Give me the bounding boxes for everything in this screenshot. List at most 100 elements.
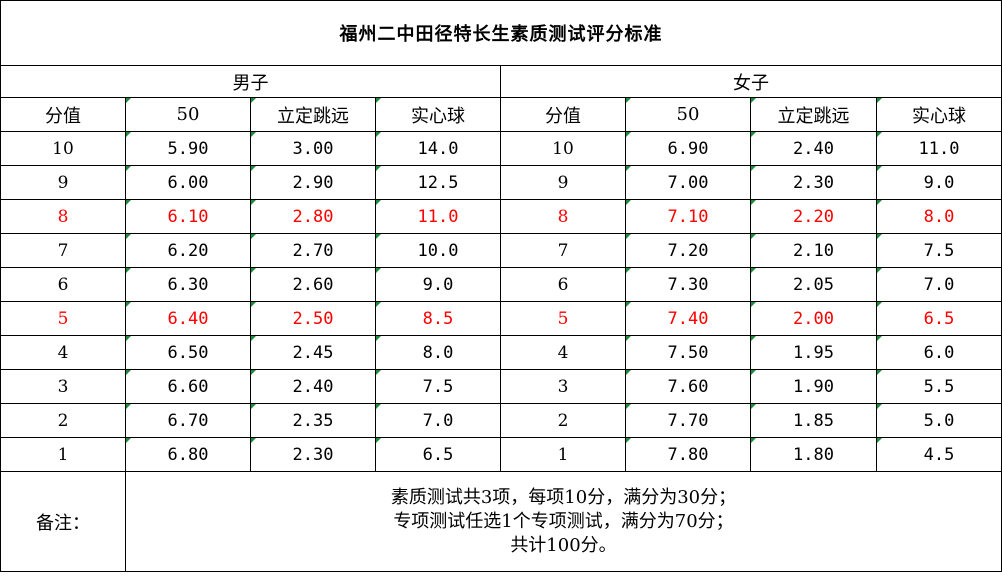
male-ball-header[interactable]: 实心球 bbox=[375, 97, 501, 132]
female-ball-cell[interactable]: 6.0 bbox=[876, 335, 1002, 370]
male-ball-cell[interactable]: 7.0 bbox=[375, 403, 501, 438]
male-50m-cell[interactable]: 5.90 bbox=[125, 131, 251, 166]
male-50m-cell[interactable]: 6.10 bbox=[125, 199, 251, 234]
female-50m-cell[interactable]: 7.70 bbox=[625, 403, 751, 438]
female-score-cell[interactable]: 10 bbox=[500, 131, 626, 166]
male-score-cell[interactable]: 3 bbox=[0, 369, 126, 404]
male-ball-cell[interactable]: 8.5 bbox=[375, 301, 501, 336]
male-ball-cell[interactable]: 11.0 bbox=[375, 199, 501, 234]
male-ball-cell[interactable]: 14.0 bbox=[375, 131, 501, 166]
female-score-header[interactable]: 分值 bbox=[500, 97, 626, 132]
female-50m-cell[interactable]: 7.50 bbox=[625, 335, 751, 370]
female-ball-cell[interactable]: 5.0 bbox=[876, 403, 1002, 438]
male-score-cell[interactable]: 5 bbox=[0, 301, 126, 336]
female-jump-cell[interactable]: 2.00 bbox=[750, 301, 877, 336]
male-group-header[interactable]: 男子 bbox=[0, 65, 501, 98]
female-50m-cell[interactable]: 7.40 bbox=[625, 301, 751, 336]
female-jump-cell[interactable]: 1.80 bbox=[750, 437, 877, 472]
male-ball-cell[interactable]: 8.0 bbox=[375, 335, 501, 370]
male-jump-cell[interactable]: 2.80 bbox=[250, 199, 376, 234]
male-jump-cell[interactable]: 2.45 bbox=[250, 335, 376, 370]
female-ball-cell[interactable]: 9.0 bbox=[876, 165, 1002, 200]
table-row: 8 6.10 2.80 11.0 8 7.10 2.20 8.0 bbox=[0, 199, 1002, 234]
female-50m-cell[interactable]: 7.20 bbox=[625, 233, 751, 268]
female-score-cell[interactable]: 9 bbox=[500, 165, 626, 200]
male-jump-cell[interactable]: 2.40 bbox=[250, 369, 376, 404]
female-ball-cell[interactable]: 8.0 bbox=[876, 199, 1002, 234]
female-50m-cell[interactable]: 7.10 bbox=[625, 199, 751, 234]
female-ball-cell[interactable]: 11.0 bbox=[876, 131, 1002, 166]
table-row: 4 6.50 2.45 8.0 4 7.50 1.95 6.0 bbox=[0, 335, 1002, 370]
female-50m-cell[interactable]: 7.00 bbox=[625, 165, 751, 200]
male-ball-cell[interactable]: 10.0 bbox=[375, 233, 501, 268]
male-50m-cell[interactable]: 6.70 bbox=[125, 403, 251, 438]
female-score-cell[interactable]: 7 bbox=[500, 233, 626, 268]
male-jump-cell[interactable]: 2.70 bbox=[250, 233, 376, 268]
male-50m-cell[interactable]: 6.60 bbox=[125, 369, 251, 404]
male-score-cell[interactable]: 7 bbox=[0, 233, 126, 268]
female-ball-cell[interactable]: 6.5 bbox=[876, 301, 1002, 336]
female-score-cell[interactable]: 5 bbox=[500, 301, 626, 336]
male-score-cell[interactable]: 6 bbox=[0, 267, 126, 302]
male-score-cell[interactable]: 8 bbox=[0, 199, 126, 234]
male-ball-cell[interactable]: 12.5 bbox=[375, 165, 501, 200]
male-jump-cell[interactable]: 2.60 bbox=[250, 267, 376, 302]
male-jump-cell[interactable]: 2.30 bbox=[250, 437, 376, 472]
table-row: 6 6.30 2.60 9.0 6 7.30 2.05 7.0 bbox=[0, 267, 1002, 302]
sheet-title[interactable]: 福州二中田径特长生素质测试评分标准 bbox=[0, 0, 1002, 66]
note-line: 专项测试任选1个专项测试，满分为70分； bbox=[393, 510, 734, 532]
table-row: 9 6.00 2.90 12.5 9 7.00 2.30 9.0 bbox=[0, 165, 1002, 200]
male-score-cell[interactable]: 9 bbox=[0, 165, 126, 200]
male-50m-cell[interactable]: 6.20 bbox=[125, 233, 251, 268]
male-50m-cell[interactable]: 6.30 bbox=[125, 267, 251, 302]
female-score-cell[interactable]: 6 bbox=[500, 267, 626, 302]
female-jump-cell[interactable]: 1.85 bbox=[750, 403, 877, 438]
note-label[interactable]: 备注： bbox=[0, 471, 126, 572]
male-50m-header[interactable]: 50 bbox=[125, 97, 251, 132]
male-jump-cell[interactable]: 3.00 bbox=[250, 131, 376, 166]
male-50m-cell[interactable]: 6.00 bbox=[125, 165, 251, 200]
female-jump-cell[interactable]: 2.40 bbox=[750, 131, 877, 166]
male-ball-cell[interactable]: 6.5 bbox=[375, 437, 501, 472]
female-jump-cell[interactable]: 2.20 bbox=[750, 199, 877, 234]
male-jump-cell[interactable]: 2.35 bbox=[250, 403, 376, 438]
female-ball-cell[interactable]: 7.5 bbox=[876, 233, 1002, 268]
male-score-cell[interactable]: 2 bbox=[0, 403, 126, 438]
male-50m-cell[interactable]: 6.40 bbox=[125, 301, 251, 336]
male-jump-cell[interactable]: 2.50 bbox=[250, 301, 376, 336]
male-score-cell[interactable]: 10 bbox=[0, 131, 126, 166]
male-jump-cell[interactable]: 2.90 bbox=[250, 165, 376, 200]
female-ball-cell[interactable]: 4.5 bbox=[876, 437, 1002, 472]
female-jump-cell[interactable]: 2.30 bbox=[750, 165, 877, 200]
male-score-cell[interactable]: 1 bbox=[0, 437, 126, 472]
female-jump-header[interactable]: 立定跳远 bbox=[750, 97, 877, 132]
female-score-cell[interactable]: 8 bbox=[500, 199, 626, 234]
female-50m-cell[interactable]: 6.90 bbox=[625, 131, 751, 166]
female-group-header[interactable]: 女子 bbox=[500, 65, 1002, 98]
female-50m-cell[interactable]: 7.60 bbox=[625, 369, 751, 404]
male-50m-cell[interactable]: 6.80 bbox=[125, 437, 251, 472]
female-jump-cell[interactable]: 1.95 bbox=[750, 335, 877, 370]
male-score-cell[interactable]: 4 bbox=[0, 335, 126, 370]
note-body[interactable]: 素质测试共3项，每项10分，满分为30分； 专项测试任选1个专项测试，满分为70… bbox=[125, 471, 1002, 572]
male-score-header[interactable]: 分值 bbox=[0, 97, 126, 132]
female-score-cell[interactable]: 1 bbox=[500, 437, 626, 472]
female-jump-cell[interactable]: 2.10 bbox=[750, 233, 877, 268]
female-score-cell[interactable]: 4 bbox=[500, 335, 626, 370]
female-ball-cell[interactable]: 5.5 bbox=[876, 369, 1002, 404]
female-ball-header[interactable]: 实心球 bbox=[876, 97, 1002, 132]
male-ball-cell[interactable]: 9.0 bbox=[375, 267, 501, 302]
female-jump-cell[interactable]: 2.05 bbox=[750, 267, 877, 302]
male-jump-header[interactable]: 立定跳远 bbox=[250, 97, 376, 132]
female-ball-cell[interactable]: 7.0 bbox=[876, 267, 1002, 302]
female-50m-header[interactable]: 50 bbox=[625, 97, 751, 132]
male-50m-cell[interactable]: 6.50 bbox=[125, 335, 251, 370]
female-jump-cell[interactable]: 1.90 bbox=[750, 369, 877, 404]
female-50m-cell[interactable]: 7.80 bbox=[625, 437, 751, 472]
female-50m-cell[interactable]: 7.30 bbox=[625, 267, 751, 302]
female-score-cell[interactable]: 2 bbox=[500, 403, 626, 438]
female-score-cell[interactable]: 3 bbox=[500, 369, 626, 404]
table-row: 1 6.80 2.30 6.5 1 7.80 1.80 4.5 bbox=[0, 437, 1002, 472]
male-ball-cell[interactable]: 7.5 bbox=[375, 369, 501, 404]
